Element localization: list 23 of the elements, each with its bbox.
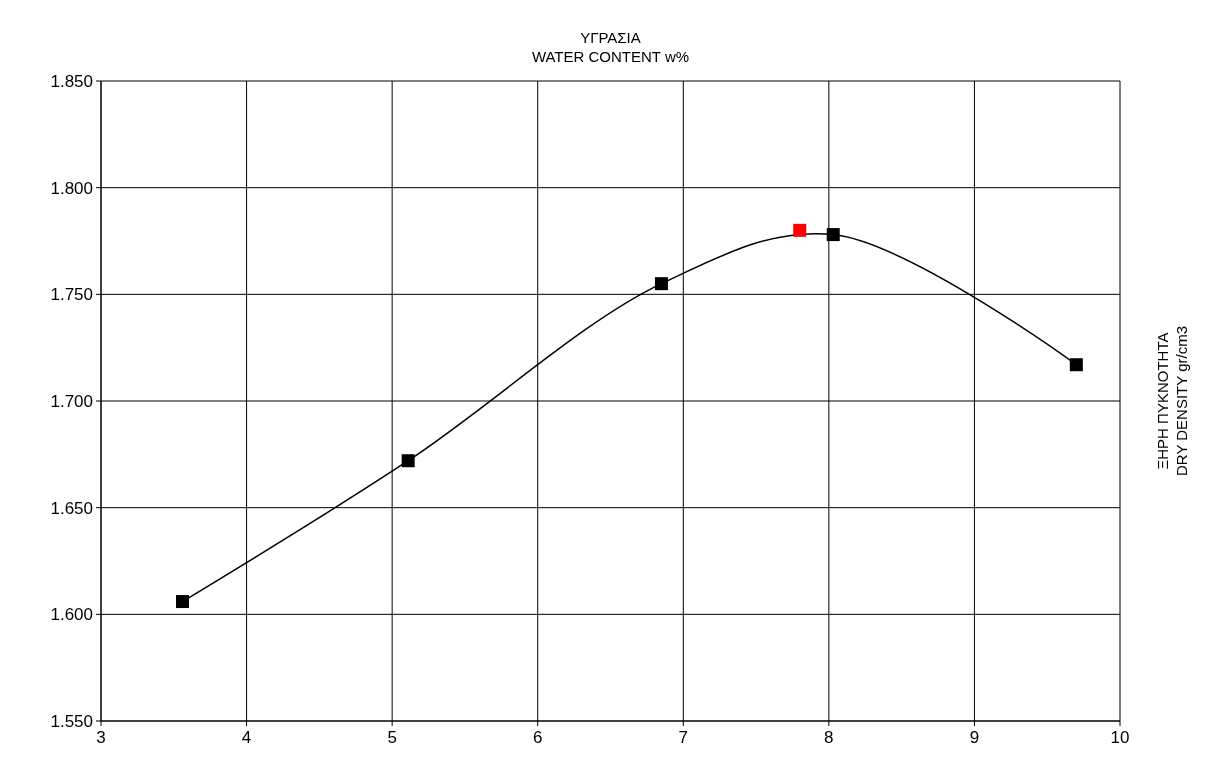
x-tick-label: 7: [678, 728, 689, 747]
y-tick-label: 1.550: [50, 712, 93, 731]
point: [176, 595, 190, 609]
y-tick-label: 1.750: [50, 285, 93, 305]
y-axis-title: ΞΗΡΗ ΠΥΚΝΟΤΗΤΑ DRY DENSITY gr/cm3: [1154, 325, 1190, 477]
x-tick-label: 8: [824, 728, 834, 747]
x-tick-label: 5: [387, 728, 397, 747]
y-tick-label: 1.600: [50, 605, 93, 625]
point: [1069, 358, 1083, 372]
y-tick-label: 1.700: [50, 392, 93, 411]
y-tick-label: 1.850: [50, 72, 93, 91]
x-tick-label: 4: [241, 728, 252, 747]
x-tick-label: 10: [1110, 728, 1130, 747]
point: [826, 228, 840, 242]
point: [793, 223, 807, 237]
y-tick-label: 1.800: [50, 178, 93, 198]
x-tick-label: 9: [969, 728, 980, 747]
point: [654, 277, 668, 291]
x-tick-label: 3: [96, 728, 106, 747]
x-tick-label: 6: [532, 728, 543, 747]
x-axis-title: ΥΓΡΑΣΙΑ WATER CONTENT w%: [531, 29, 690, 65]
y-tick-label: 1.650: [50, 498, 93, 518]
point: [401, 454, 415, 468]
